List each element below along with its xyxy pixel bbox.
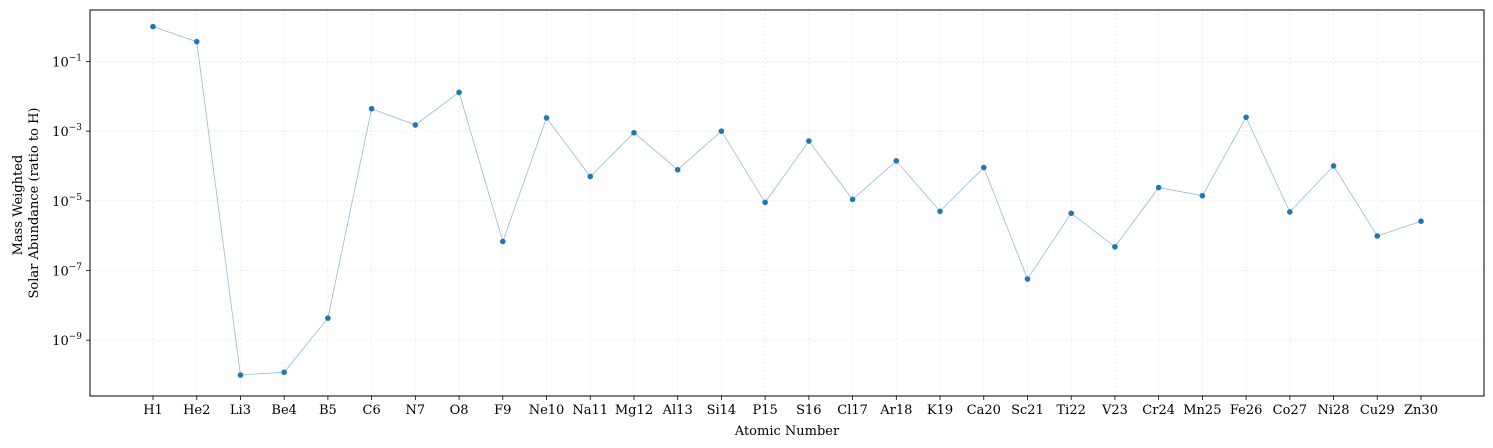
x-axis-ticks: H1 He2 Li3 Be4 B5 C6 N7 O8 F9 Ne10 Na11 Mg12 Al13 Si1… xyxy=(143,396,1438,418)
series-line-layer xyxy=(152,26,1422,376)
data-point-n7 xyxy=(412,122,419,128)
x-tick-label: Ti22 xyxy=(1057,403,1086,418)
data-point-f9 xyxy=(499,238,506,245)
data-point-si14 xyxy=(718,128,725,134)
data-point-mg12 xyxy=(631,129,637,136)
data-point-al13 xyxy=(674,166,681,173)
x-tick-label: S16 xyxy=(796,403,821,418)
x-tick-label: Fe26 xyxy=(1230,403,1263,418)
data-point-be4 xyxy=(281,369,287,376)
x-tick-label: H1 xyxy=(143,403,163,418)
y-axis-ticks: 10−9 10−7 10−5 10−3 10−1 xyxy=(52,53,90,349)
grid-layer xyxy=(90,10,1484,396)
x-tick-label: He2 xyxy=(183,403,210,418)
y-axis-label-line-1: Mass Weighted xyxy=(11,155,26,256)
x-tick-label: Ni28 xyxy=(1318,403,1350,418)
x-tick-label: Ar18 xyxy=(879,403,912,418)
y-tick-label: 10−5 xyxy=(52,193,82,210)
y-tick-label: 10−9 xyxy=(52,332,82,349)
x-tick-label: O8 xyxy=(450,403,469,418)
data-point-sc21 xyxy=(1024,276,1031,282)
y-axis-label: Mass Weighted Solar Abundance (ratio to … xyxy=(11,108,42,299)
data-point-cu29 xyxy=(1374,233,1381,239)
x-tick-label: Al13 xyxy=(662,403,693,418)
data-point-ca20 xyxy=(980,164,987,171)
data-point-ni28 xyxy=(1330,163,1337,169)
y-tick-label: 10−7 xyxy=(52,263,82,280)
data-point-he2 xyxy=(193,38,200,45)
data-point-zn30 xyxy=(1418,218,1424,225)
data-point-cl17 xyxy=(849,196,856,203)
x-tick-label: Na11 xyxy=(572,403,608,418)
y-tick-label: 10−3 xyxy=(52,123,82,140)
y-tick-label: 10−1 xyxy=(52,53,82,70)
x-tick-label: Be4 xyxy=(271,403,297,418)
data-point-mn25 xyxy=(1199,192,1206,199)
x-tick-label: Zn30 xyxy=(1404,403,1438,418)
data-point-cr24 xyxy=(1155,184,1162,191)
x-tick-label: Li3 xyxy=(230,403,251,418)
x-tick-label: N7 xyxy=(406,403,426,418)
x-tick-label: Ne10 xyxy=(529,403,565,418)
series-line xyxy=(152,26,1422,376)
data-points-layer xyxy=(150,23,1424,378)
data-point-o8 xyxy=(456,89,462,96)
x-tick-label: K19 xyxy=(927,403,953,418)
x-tick-label: Cl17 xyxy=(837,403,868,418)
data-point-ne10 xyxy=(543,115,550,121)
x-tick-label: Ca20 xyxy=(967,403,1001,418)
plot-frame xyxy=(89,9,1485,397)
x-tick-label: Sc21 xyxy=(1011,403,1044,418)
data-point-h1 xyxy=(150,23,156,30)
x-tick-label: Mn25 xyxy=(1183,403,1221,418)
x-tick-label: V23 xyxy=(1101,403,1128,418)
data-point-v23 xyxy=(1112,243,1118,250)
data-point-na11 xyxy=(587,173,594,180)
x-tick-label: Co27 xyxy=(1273,403,1307,418)
data-point-c6 xyxy=(368,105,375,112)
data-point-li3 xyxy=(237,372,244,378)
y-axis-label-line-2: Solar Abundance (ratio to H) xyxy=(27,108,42,299)
x-tick-label: B5 xyxy=(319,403,337,418)
data-point-b5 xyxy=(325,315,331,321)
x-tick-label: Mg12 xyxy=(615,403,653,418)
x-tick-label: Cr24 xyxy=(1142,403,1175,418)
data-point-co27 xyxy=(1287,209,1293,215)
data-point-fe26 xyxy=(1243,114,1249,121)
x-axis-label: Atomic Number xyxy=(734,424,840,439)
data-point-ti22 xyxy=(1068,210,1075,217)
x-tick-label: F9 xyxy=(494,403,511,418)
x-tick-label: C6 xyxy=(363,403,381,418)
x-tick-label: P15 xyxy=(752,403,777,418)
data-point-ar18 xyxy=(893,158,900,164)
data-point-s16 xyxy=(806,138,812,144)
x-tick-label: Cu29 xyxy=(1360,403,1395,418)
x-tick-label: Si14 xyxy=(707,403,737,418)
data-point-k19 xyxy=(937,208,943,215)
data-point-p15 xyxy=(762,199,768,206)
